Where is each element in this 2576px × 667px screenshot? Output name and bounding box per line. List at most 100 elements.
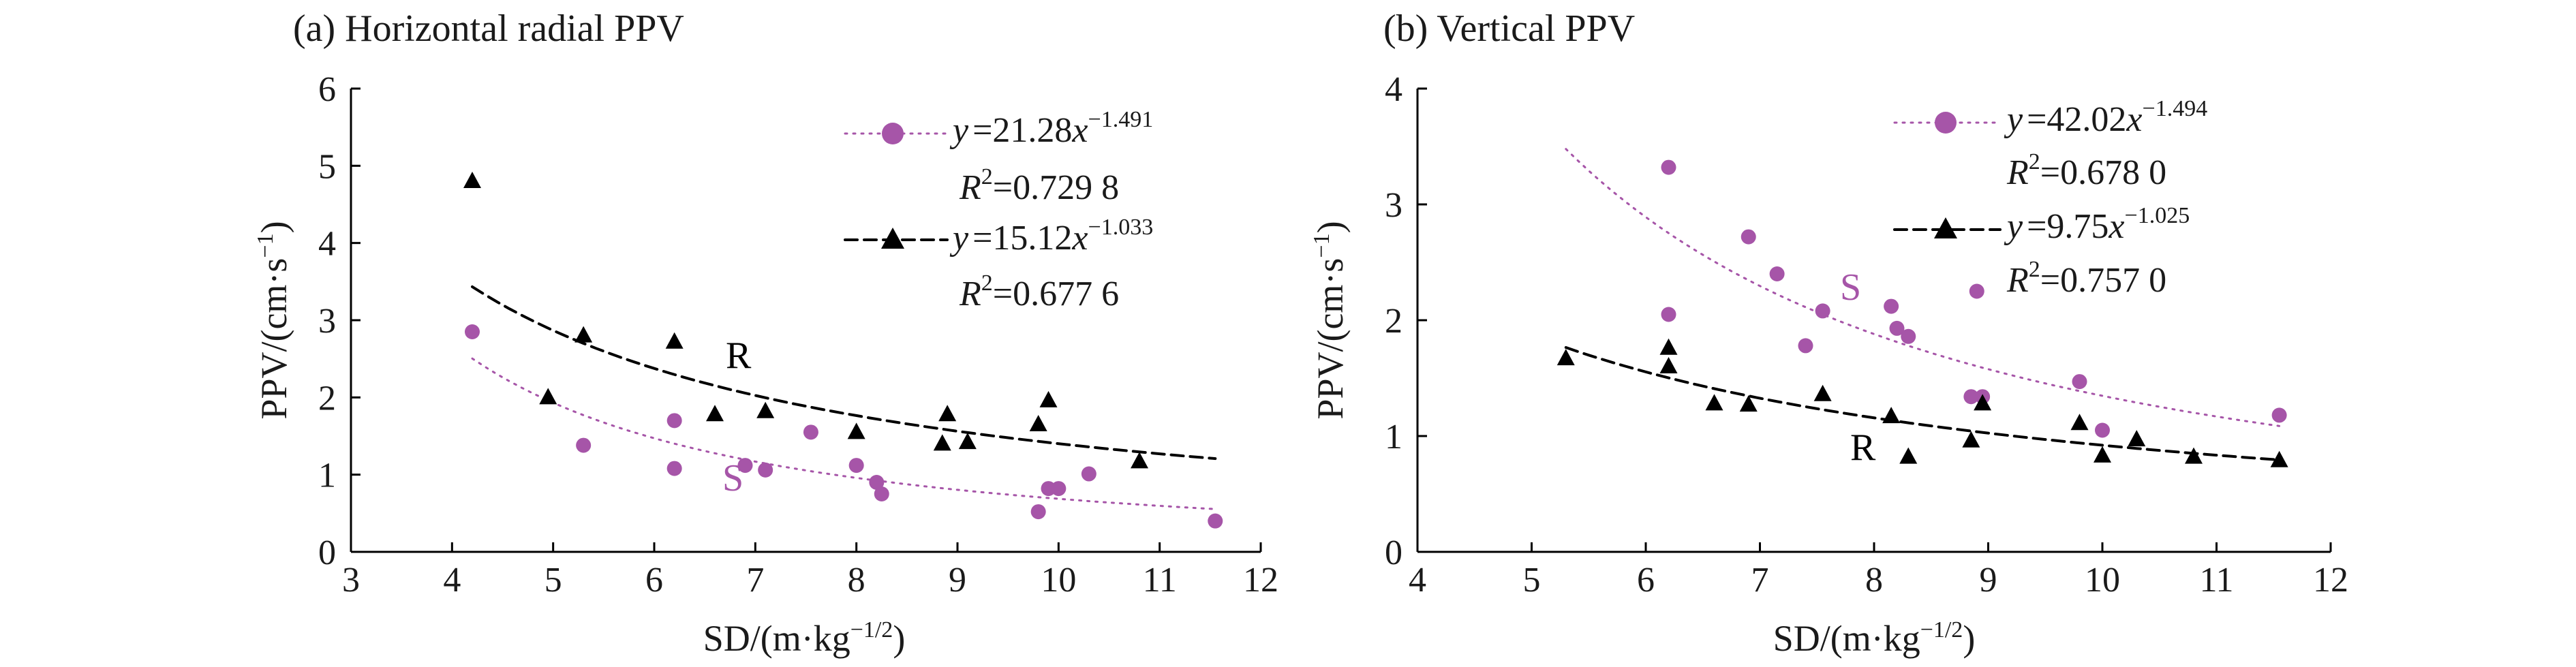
- y-axis-label-sup: −1: [1309, 233, 1334, 258]
- x-axis-label-sup: −1/2: [850, 617, 893, 642]
- x-tick-label: 6: [1637, 561, 1655, 600]
- r2-superscript: 2: [981, 164, 993, 189]
- data-point-S: [666, 461, 682, 476]
- data-point-S: [848, 458, 864, 474]
- data-point-R: [1813, 384, 1832, 401]
- data-point-S: [1741, 229, 1756, 245]
- y-axis-label: PPV/(cm·s−1): [1309, 221, 1351, 419]
- r2-value: =0.757 0: [2040, 261, 2166, 300]
- chart-title: (b) Vertical PPV: [1383, 7, 1635, 50]
- data-point-R: [1962, 431, 1980, 448]
- r2-label: R: [959, 275, 981, 313]
- data-point-R: [1974, 394, 1992, 411]
- y-tick-label: 0: [318, 533, 336, 572]
- equation-exponent: −1.494: [2143, 96, 2208, 121]
- x-axis-label-end: ): [1963, 618, 1975, 659]
- y-axis-label-end: ): [1310, 221, 1351, 233]
- fit-curve-S: [1565, 148, 2281, 427]
- data-point-R: [1705, 394, 1723, 411]
- data-point-S: [737, 458, 753, 474]
- equation-coefficient: =9.75: [2027, 207, 2109, 246]
- r2-superscript: 2: [2029, 257, 2040, 282]
- y-tick-label: 4: [318, 225, 336, 264]
- x-tick-label: 10: [1041, 561, 1076, 600]
- data-point-R: [2094, 446, 2111, 463]
- data-point-S: [576, 437, 592, 453]
- data-point-R: [1899, 447, 1918, 464]
- x-tick-label: 4: [443, 561, 461, 600]
- data-point-R: [463, 172, 481, 188]
- data-point-R: [2128, 430, 2146, 447]
- y-axis-label: PPV/(cm·s−1): [253, 221, 294, 419]
- data-point-S: [1051, 481, 1067, 497]
- data-point-R: [706, 405, 724, 422]
- legend-equation-S: y =42.02x−1.494: [2004, 96, 2207, 139]
- curve-label-S: S: [1840, 266, 1861, 309]
- fit-curve-S: [471, 357, 1216, 510]
- data-point-S: [1208, 513, 1223, 529]
- equation-lhs: y: [2004, 100, 2023, 139]
- x-axis-label-sup: −1/2: [1920, 617, 1963, 642]
- data-point-S: [1661, 159, 1676, 175]
- r2-label: R: [2006, 153, 2029, 192]
- r2-superscript: 2: [981, 270, 993, 296]
- equation-exponent: −1.491: [1088, 107, 1154, 132]
- x-tick-label: 12: [2313, 561, 2348, 600]
- data-point-R: [1739, 395, 1758, 412]
- data-point-S: [1889, 320, 1905, 336]
- legend-r2-S: R2=0.729 8: [959, 164, 1119, 207]
- legend-r2-R: R2=0.677 6: [959, 270, 1119, 313]
- data-point-S: [1901, 328, 1916, 344]
- legend-equation-R: y =9.75x−1.025: [2004, 203, 2190, 246]
- data-point-R: [1659, 338, 1678, 355]
- x-tick-label: 3: [342, 561, 360, 600]
- equation-variable: x: [2108, 207, 2124, 246]
- r2-label: R: [2006, 261, 2029, 300]
- data-point-S: [874, 486, 889, 501]
- equation-lhs: y: [949, 111, 969, 150]
- y-tick-label: 3: [1385, 186, 1402, 225]
- data-point-S: [465, 324, 480, 339]
- legend-r2-R: R2=0.757 0: [2006, 257, 2166, 300]
- y-tick-label: 1: [318, 456, 336, 495]
- r2-label: R: [959, 168, 981, 207]
- fit-curve-R: [471, 285, 1217, 461]
- y-axis-label-sup: −1: [253, 233, 278, 258]
- y-axis-label-main: PPV/(cm·s: [1310, 258, 1351, 420]
- y-tick-label: 4: [1385, 70, 1402, 109]
- curve-label-R: R: [1850, 426, 1876, 469]
- r2-value: =0.678 0: [2040, 153, 2166, 192]
- y-tick-label: 6: [318, 70, 336, 109]
- equation-lhs: y: [949, 219, 969, 258]
- x-tick-label: 9: [949, 561, 966, 600]
- legend-marker-R: [881, 228, 904, 249]
- y-tick-label: 2: [318, 379, 336, 418]
- data-point-S: [1815, 303, 1830, 319]
- x-tick-label: 8: [1865, 561, 1883, 600]
- chart-title: (a) Horizontal radial PPV: [293, 7, 684, 50]
- data-point-R: [847, 422, 865, 439]
- y-tick-label: 5: [318, 147, 336, 186]
- y-axis-label-main: PPV/(cm·s: [254, 258, 294, 420]
- x-axis-label: SD/(m·kg−1/2): [1773, 617, 1976, 659]
- legend-marker-R: [1934, 217, 1957, 238]
- y-axis-label-end: ): [254, 221, 294, 233]
- data-point-R: [2070, 414, 2089, 431]
- legend-r2-S: R2=0.678 0: [2006, 149, 2166, 192]
- r2-value: =0.729 8: [993, 168, 1119, 207]
- data-point-S: [803, 424, 818, 440]
- data-point-S: [2095, 422, 2110, 438]
- y-tick-label: 2: [1385, 302, 1402, 341]
- y-tick-label: 0: [1385, 533, 1402, 572]
- x-axis-label: SD/(m·kg−1/2): [703, 617, 906, 659]
- equation-coefficient: =42.02: [2027, 100, 2126, 139]
- curve-label-R: R: [726, 335, 752, 377]
- equation-variable: x: [2126, 100, 2142, 139]
- data-point-R: [665, 332, 684, 349]
- equation-exponent: −1.033: [1088, 215, 1154, 240]
- legend-marker-S: [1935, 112, 1957, 134]
- legend-equation-R: y =15.12x−1.033: [949, 215, 1153, 258]
